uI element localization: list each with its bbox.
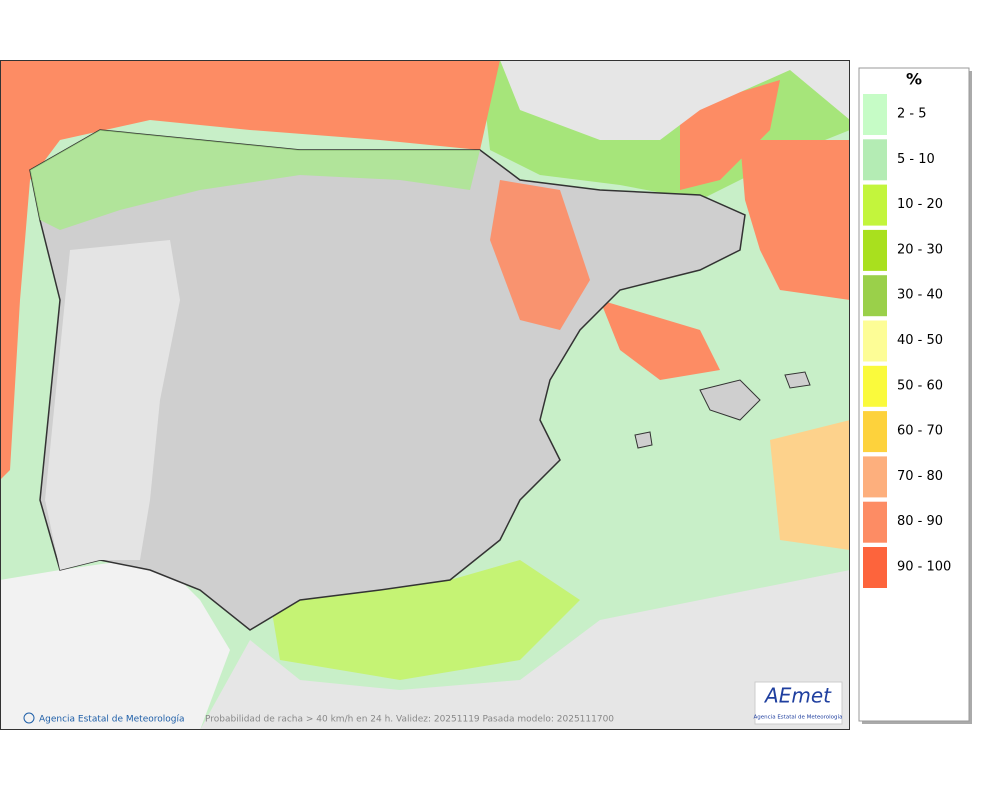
logo-box: [754, 681, 843, 725]
atlantic-high: [0, 60, 500, 480]
north-band: [30, 130, 480, 230]
logo: AEmet: [763, 684, 832, 708]
legend-label: 5 - 10: [897, 152, 935, 167]
legend-label: 20 - 30: [897, 242, 943, 257]
ebro-high: [600, 300, 720, 380]
copyright-icon: [23, 712, 35, 724]
logo-subtitle: Agencia Estatal de Meteorología: [754, 714, 843, 721]
france: [500, 60, 850, 140]
legend-swatch: [863, 184, 887, 226]
legend-label: 30 - 40: [897, 288, 943, 303]
alboran-band: [270, 560, 580, 680]
legend-label: 90 - 100: [897, 560, 951, 575]
legend-swatch: [863, 411, 887, 453]
ibiza: [634, 431, 653, 449]
map: Agencia Estatal de Meteorología Probabil…: [0, 60, 850, 730]
lion-high: [740, 140, 850, 300]
legend-swatch: [863, 139, 887, 181]
portugal: [45, 240, 180, 570]
legend-swatch: [863, 547, 887, 588]
legend-label: 50 - 60: [897, 378, 943, 393]
africa: [200, 570, 850, 730]
credit: Agencia Estatal de Meteorología: [39, 715, 185, 725]
mallorca: [699, 379, 761, 421]
legend-swatch: [863, 320, 887, 362]
legend-swatch: [863, 456, 887, 498]
legend-label: 80 - 90: [897, 514, 943, 529]
legend-swatch: [863, 94, 887, 135]
map-frame: [0, 60, 850, 730]
menorca: [784, 371, 811, 389]
legend-title: %: [906, 70, 922, 89]
sardinia-band: [770, 420, 850, 550]
legend-label: 2 - 5: [897, 107, 927, 122]
africa-west: [0, 560, 230, 730]
legend: % 2 - 5 5 - 10 10 - 20 20 - 30 30 - 40 40 - 5…: [858, 67, 972, 724]
legend-label: 10 - 20: [897, 197, 943, 212]
legend-label: 70 - 80: [897, 469, 943, 484]
legend-swatch: [863, 365, 887, 407]
legend-swatch: [863, 501, 887, 543]
caption: Probabilidad de racha > 40 km/h en 24 h.…: [205, 715, 614, 725]
legend-label: 60 - 70: [897, 424, 943, 439]
legend-label: 40 - 50: [897, 333, 943, 348]
legend-swatch: [863, 229, 887, 271]
ebro-valley: [490, 180, 590, 330]
legend-swatch: [863, 275, 887, 317]
